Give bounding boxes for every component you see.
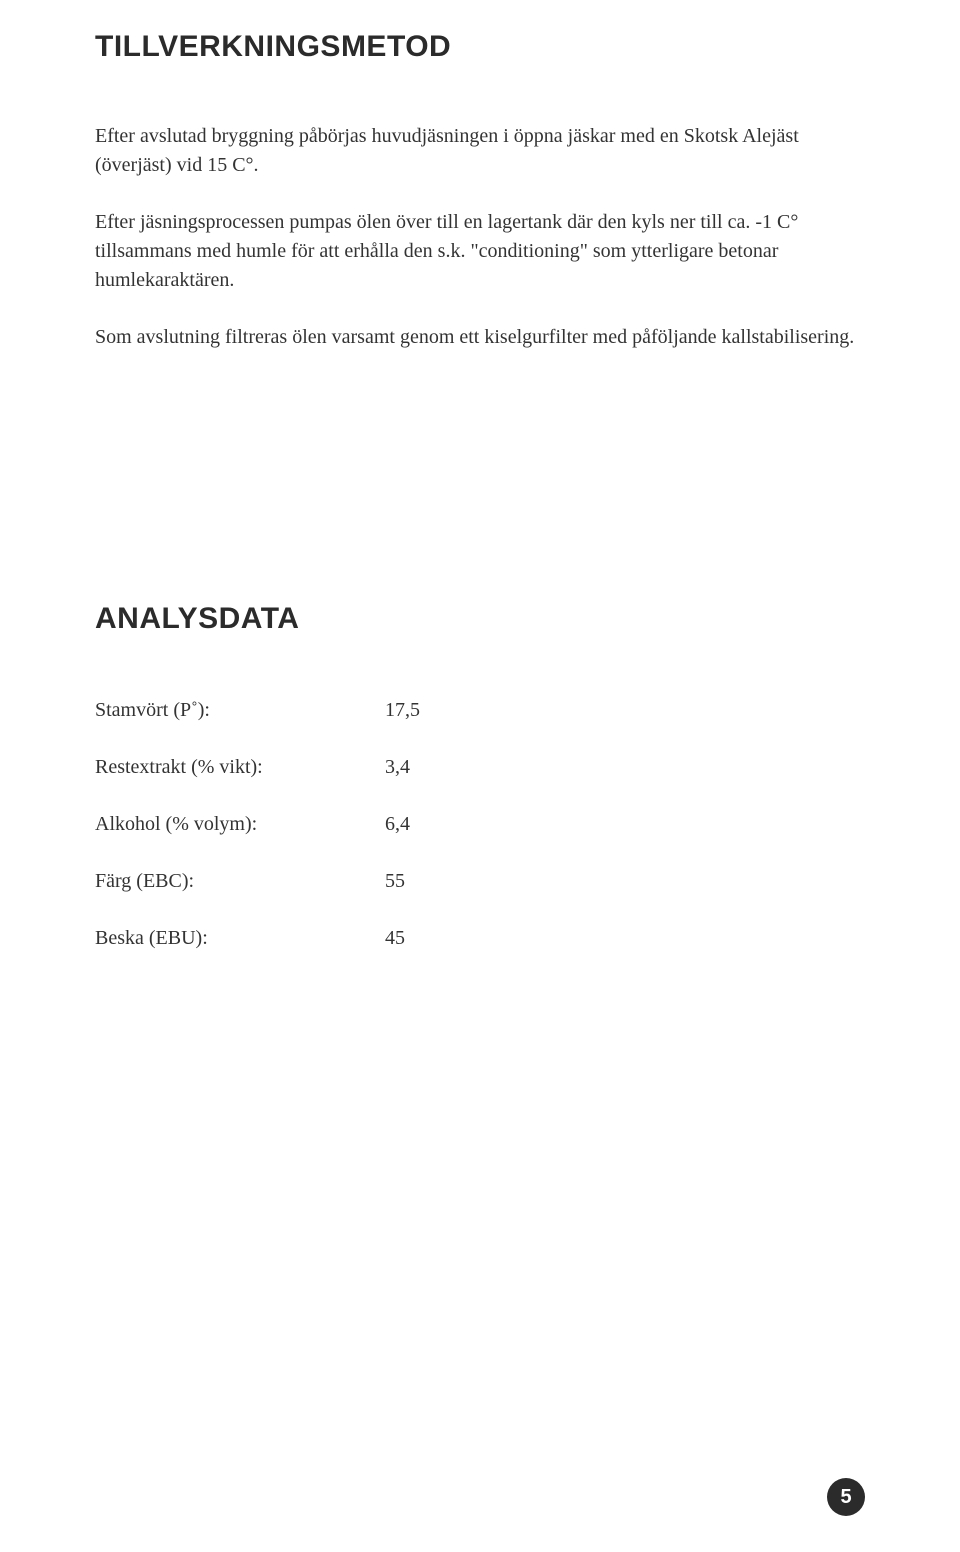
row-label: Stamvört (P˚): bbox=[95, 696, 385, 725]
row-value: 55 bbox=[385, 867, 405, 896]
row-label: Färg (EBC): bbox=[95, 867, 385, 896]
row-value: 3,4 bbox=[385, 753, 410, 782]
analys-table: Stamvört (P˚): 17,5 Restextrakt (% vikt)… bbox=[95, 696, 860, 953]
table-row: Alkohol (% volym): 6,4 bbox=[95, 810, 860, 839]
paragraph: Som avslutning filtreras ölen varsamt ge… bbox=[95, 323, 860, 352]
section-tillverkningsmetod: TILLVERKNINGSMETOD Efter avslutad bryggn… bbox=[95, 30, 860, 352]
table-row: Restextrakt (% vikt): 3,4 bbox=[95, 753, 860, 782]
page-number: 5 bbox=[840, 1486, 851, 1509]
paragraph: Efter jäsningsprocessen pumpas ölen över… bbox=[95, 208, 860, 295]
row-label: Beska (EBU): bbox=[95, 924, 385, 953]
heading-analysdata: ANALYSDATA bbox=[95, 602, 860, 636]
row-value: 6,4 bbox=[385, 810, 410, 839]
table-row: Beska (EBU): 45 bbox=[95, 924, 860, 953]
row-label: Alkohol (% volym): bbox=[95, 810, 385, 839]
page-number-badge: 5 bbox=[827, 1478, 865, 1516]
paragraph: Efter avslutad bryggning påbörjas huvudj… bbox=[95, 122, 860, 180]
row-label: Restextrakt (% vikt): bbox=[95, 753, 385, 782]
table-row: Färg (EBC): 55 bbox=[95, 867, 860, 896]
table-row: Stamvört (P˚): 17,5 bbox=[95, 696, 860, 725]
row-value: 17,5 bbox=[385, 696, 420, 725]
section-analysdata: ANALYSDATA Stamvört (P˚): 17,5 Restextra… bbox=[95, 602, 860, 953]
row-value: 45 bbox=[385, 924, 405, 953]
heading-tillverkningsmetod: TILLVERKNINGSMETOD bbox=[95, 30, 860, 64]
